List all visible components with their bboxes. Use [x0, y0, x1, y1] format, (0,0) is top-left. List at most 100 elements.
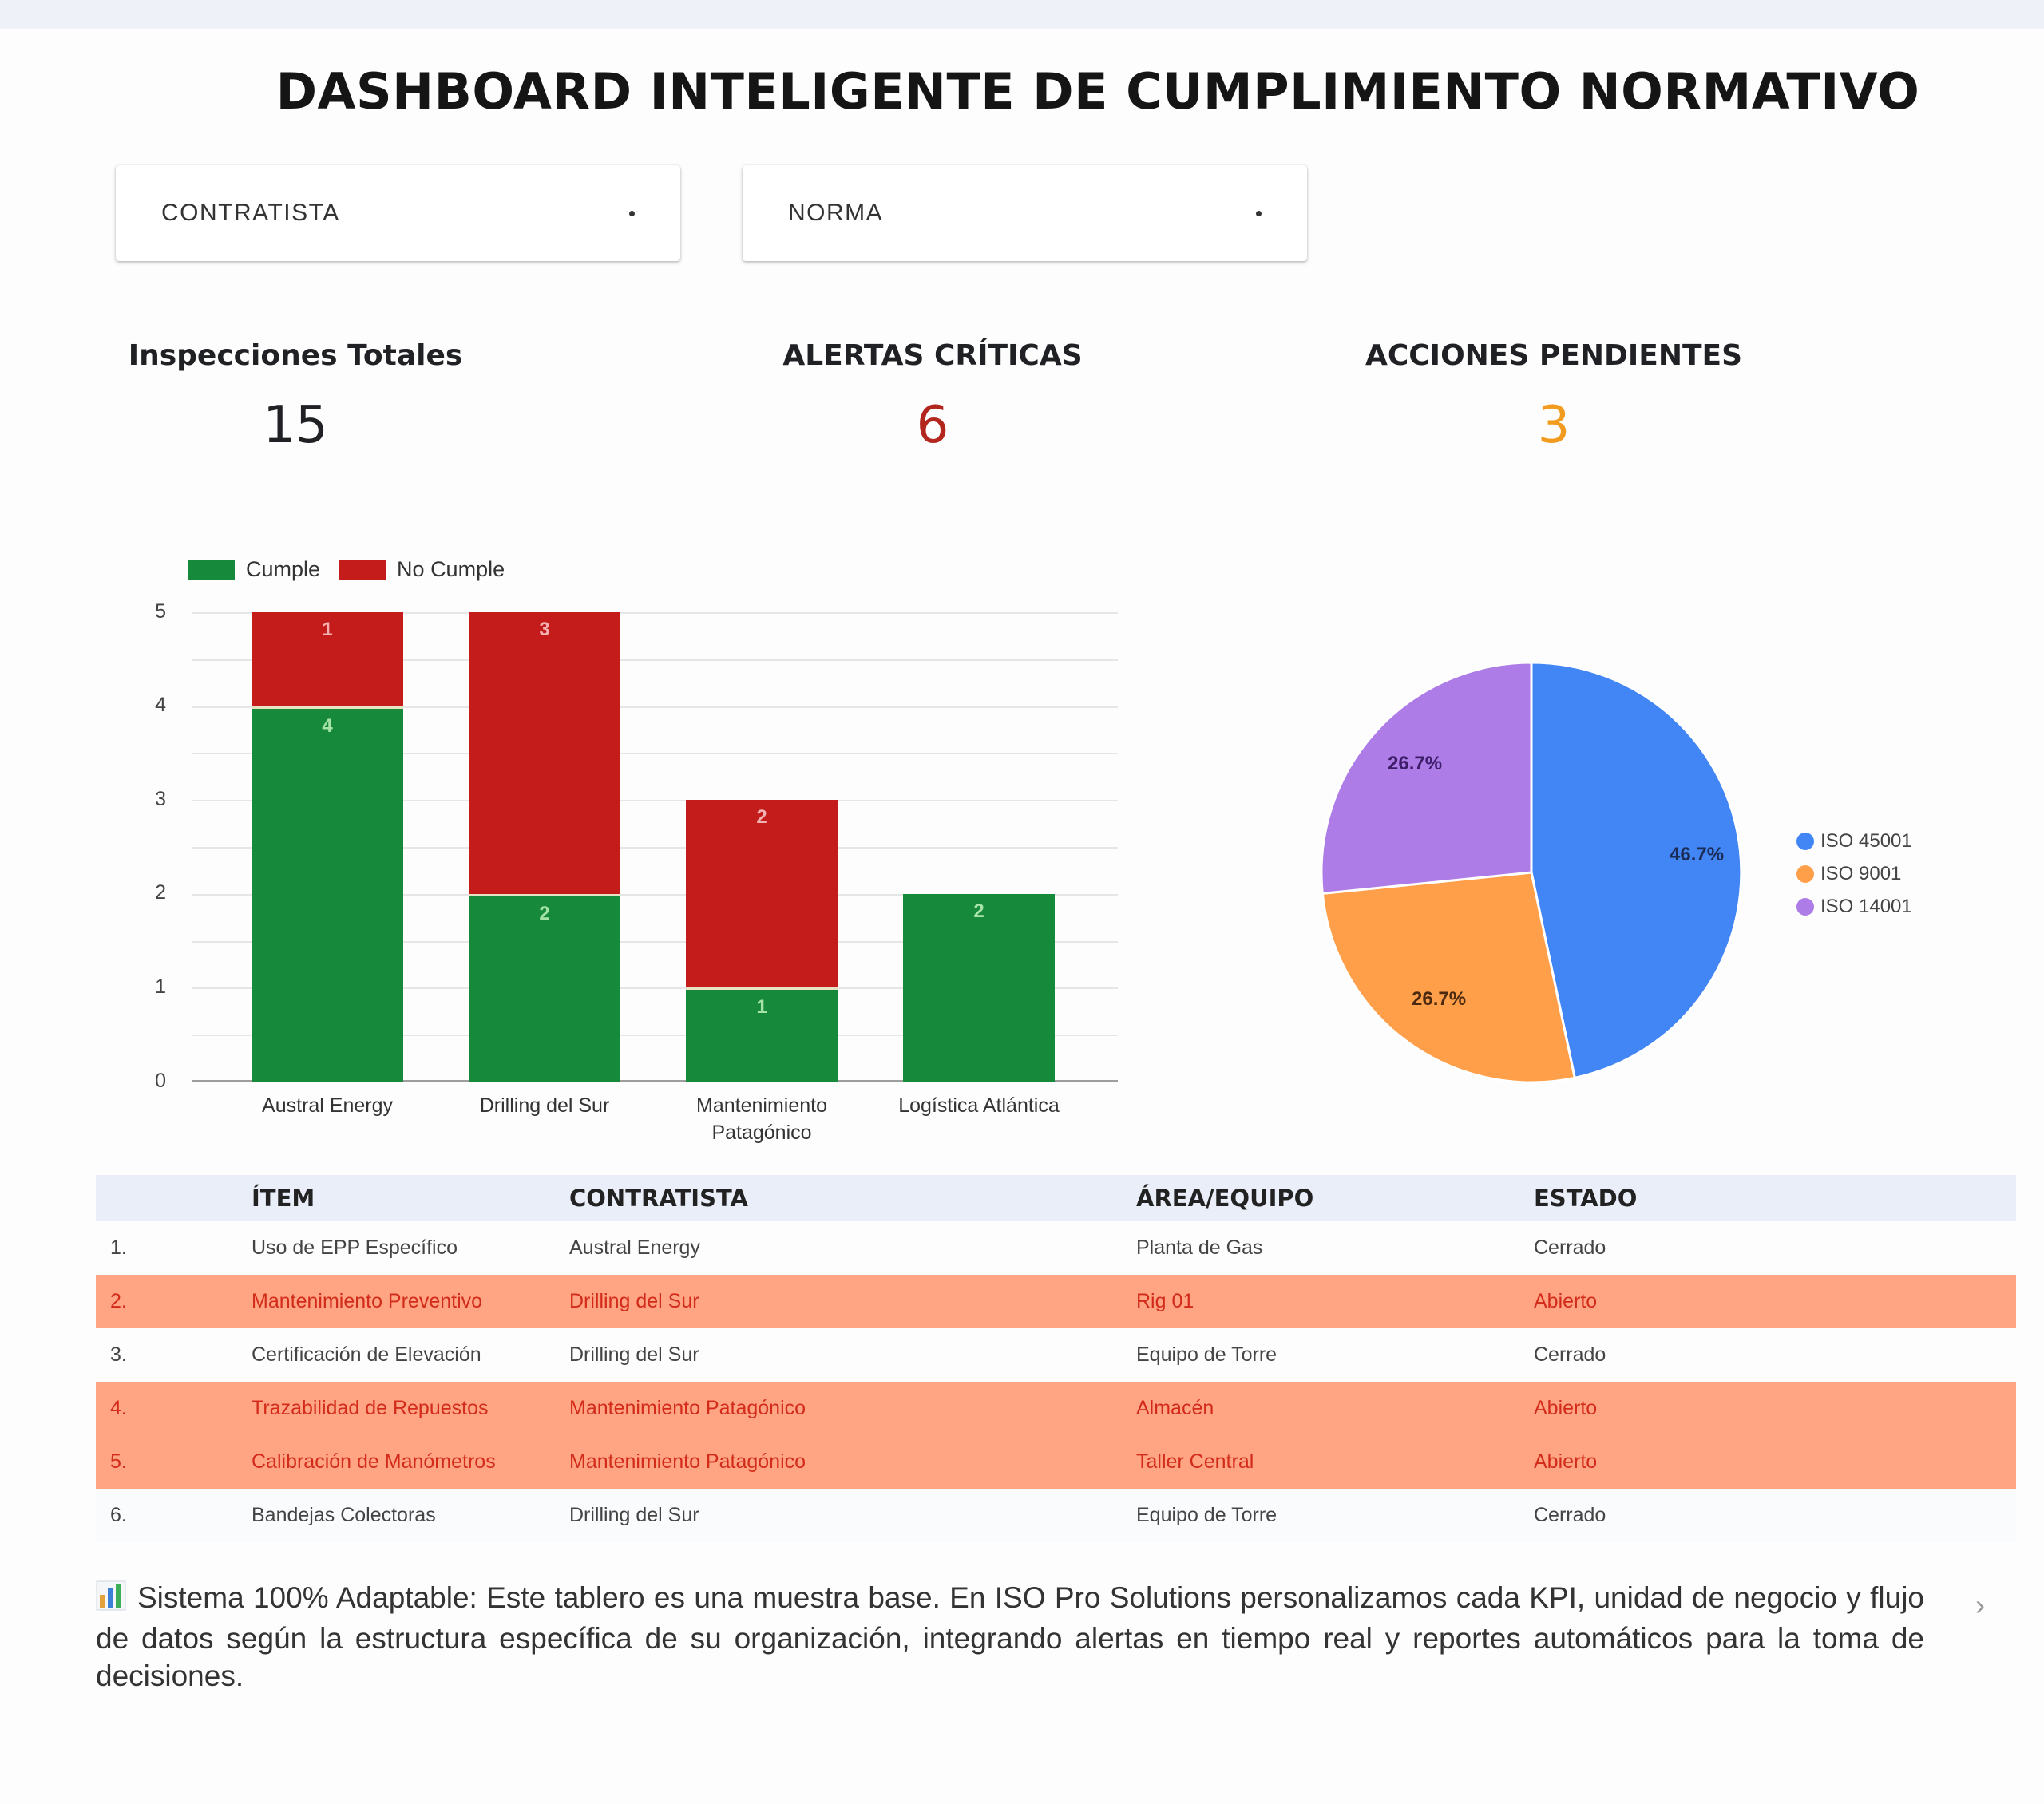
bar-chart-icon [96, 1580, 126, 1620]
legend-swatch-icon [339, 559, 386, 580]
gridline [192, 1035, 1118, 1037]
legend-label: ISO 14001 [1820, 895, 1912, 917]
dropdown-arrow-icon [1256, 210, 1262, 216]
legend-dot-icon [1796, 832, 1814, 850]
kpi-value: 15 [263, 396, 328, 455]
cell-area: Rig 01 [1136, 1290, 1194, 1312]
kpi-value: 3 [1537, 396, 1571, 455]
pie-label-iso-45001: 46.7% [1670, 844, 1725, 865]
header-contratista[interactable]: CONTRATISTA [569, 1185, 748, 1212]
kpi-inspecciones-totales: Inspecciones Totales 15 [56, 339, 535, 455]
page-title: DASHBOARD INTELIGENTE DE CUMPLIMIENTO NO… [275, 62, 1920, 121]
header-item[interactable]: ÍTEM [252, 1185, 315, 1212]
table-row-alert[interactable]: 5. Calibración de Manómetros Mantenimien… [96, 1435, 2016, 1489]
legend-item-no-cumple[interactable]: No Cumple [339, 557, 505, 582]
pie-chart: 46.7% 26.7% 26.7% [1320, 661, 1743, 1084]
table-header: ÍTEM CONTRATISTA ÁREA/EQUIPO ESTADO [96, 1175, 2016, 1221]
legend-dot-icon [1796, 897, 1814, 916]
table-row[interactable]: 1. Uso de EPP Específico Austral Energy … [96, 1221, 2016, 1275]
pie-chart-svg [1320, 661, 1743, 1084]
legend-label: ISO 9001 [1820, 862, 1902, 884]
cell-contratista: Mantenimiento Patagónico [569, 1450, 806, 1473]
bar-mantenimiento-patagonico[interactable]: 2 1 [686, 800, 838, 1082]
dropdown-arrow-icon [629, 210, 635, 216]
cell-estado: Abierto [1534, 1290, 1598, 1312]
footer-text: Sistema 100% Adaptable: Este tablero es … [96, 1581, 1924, 1692]
table-row[interactable]: 6. Bandejas Colectoras Drilling del Sur … [96, 1489, 2016, 1542]
cell-area: Equipo de Torre [1136, 1504, 1278, 1526]
inspections-table: ÍTEM CONTRATISTA ÁREA/EQUIPO ESTADO 1. U… [96, 1175, 2016, 1542]
contratista-dropdown[interactable]: CONTRATISTA [116, 165, 680, 261]
cell-contratista: Drilling del Sur [569, 1343, 699, 1366]
gridline [192, 753, 1118, 755]
cell-contratista: Drilling del Sur [569, 1290, 699, 1312]
bar-segment-cumple: 1 [686, 987, 838, 1082]
bar-segment-no-cumple: 3 [469, 612, 620, 894]
table-row[interactable]: 3. Certificación de Elevación Drilling d… [96, 1328, 2016, 1382]
legend-item-iso-45001[interactable]: ISO 45001 [1796, 825, 1912, 857]
table-row-alert[interactable]: 2. Mantenimiento Preventivo Drilling del… [96, 1275, 2016, 1328]
y-tick: 5 [155, 600, 166, 623]
bar-segment-no-cumple: 2 [686, 800, 838, 988]
y-tick: 4 [155, 694, 166, 716]
table-row-alert[interactable]: 4. Trazabilidad de Repuestos Mantenimien… [96, 1382, 2016, 1435]
chevron-right-icon[interactable]: › [1975, 1588, 1985, 1621]
pie-slice-iso-45001[interactable] [1530, 661, 1743, 1080]
cell-estado: Cerrado [1534, 1504, 1606, 1526]
bar-segment-cumple: 4 [252, 706, 403, 1082]
pie-slice-iso-14001[interactable] [1320, 661, 1533, 896]
y-tick: 1 [155, 975, 166, 998]
gridline [192, 940, 1118, 943]
gridline [192, 987, 1118, 990]
cell-item: Bandejas Colectoras [252, 1504, 436, 1526]
y-tick: 0 [155, 1070, 166, 1092]
cell-area: Planta de Gas [1136, 1236, 1263, 1259]
legend-item-iso-14001[interactable]: ISO 14001 [1796, 890, 1912, 923]
y-tick: 3 [155, 788, 166, 810]
cell-item: Calibración de Manómetros [252, 1450, 496, 1473]
cell-area: Equipo de Torre [1136, 1343, 1278, 1366]
norma-dropdown[interactable]: NORMA [743, 165, 1307, 261]
bar-drilling-del-sur[interactable]: 3 2 [469, 612, 620, 1082]
gridline [192, 893, 1118, 896]
gridline [192, 659, 1118, 661]
legend-swatch-icon [188, 559, 235, 580]
cell-contratista: Drilling del Sur [569, 1504, 699, 1526]
pie-chart-legend: ISO 45001 ISO 9001 ISO 14001 [1796, 825, 1912, 923]
header-estado[interactable]: ESTADO [1534, 1185, 1638, 1212]
kpi-label: ALERTAS CRÍTICAS [782, 339, 1083, 372]
pie-label-iso-9001: 26.7% [1412, 988, 1467, 1010]
kpi-value: 6 [916, 396, 949, 455]
cell-area: Taller Central [1136, 1450, 1254, 1473]
kpi-alertas-criticas: ALERTAS CRÍTICAS 6 [693, 339, 1172, 455]
legend-label: ISO 45001 [1820, 829, 1912, 852]
kpi-label: ACCIONES PENDIENTES [1365, 339, 1743, 372]
legend-item-iso-9001[interactable]: ISO 9001 [1796, 857, 1912, 890]
x-axis-label: Drilling del Sur [479, 1094, 610, 1117]
top-band [0, 0, 2044, 29]
cell-estado: Abierto [1534, 1397, 1598, 1419]
cell-item: Certificación de Elevación [252, 1343, 481, 1366]
cell-num: 3. [110, 1343, 127, 1366]
bar-logistica-atlantica[interactable]: 2 [903, 893, 1055, 1082]
legend-label: No Cumple [397, 557, 505, 581]
cell-area: Almacén [1136, 1397, 1214, 1419]
gridline [192, 800, 1118, 802]
legend-label: Cumple [246, 557, 321, 581]
legend-dot-icon [1796, 864, 1814, 883]
y-tick: 2 [155, 881, 166, 904]
cell-num: 4. [110, 1397, 127, 1419]
cell-num: 6. [110, 1504, 127, 1526]
header-area-equipo[interactable]: ÁREA/EQUIPO [1136, 1185, 1314, 1212]
bar-austral-energy[interactable]: 1 4 [252, 612, 403, 1082]
cell-estado: Abierto [1534, 1450, 1598, 1473]
cell-item: Uso de EPP Específico [252, 1236, 458, 1259]
legend-item-cumple[interactable]: Cumple [188, 557, 320, 582]
x-axis-label: Austral Energy [262, 1094, 393, 1117]
pie-label-iso-14001: 26.7% [1388, 753, 1443, 774]
gridline [192, 706, 1118, 708]
cell-num: 1. [110, 1236, 127, 1259]
pie-slice-iso-9001[interactable] [1321, 871, 1577, 1084]
bar-segment-cumple: 2 [469, 893, 620, 1082]
bar-chart-legend: Cumple No Cumple [188, 557, 524, 582]
